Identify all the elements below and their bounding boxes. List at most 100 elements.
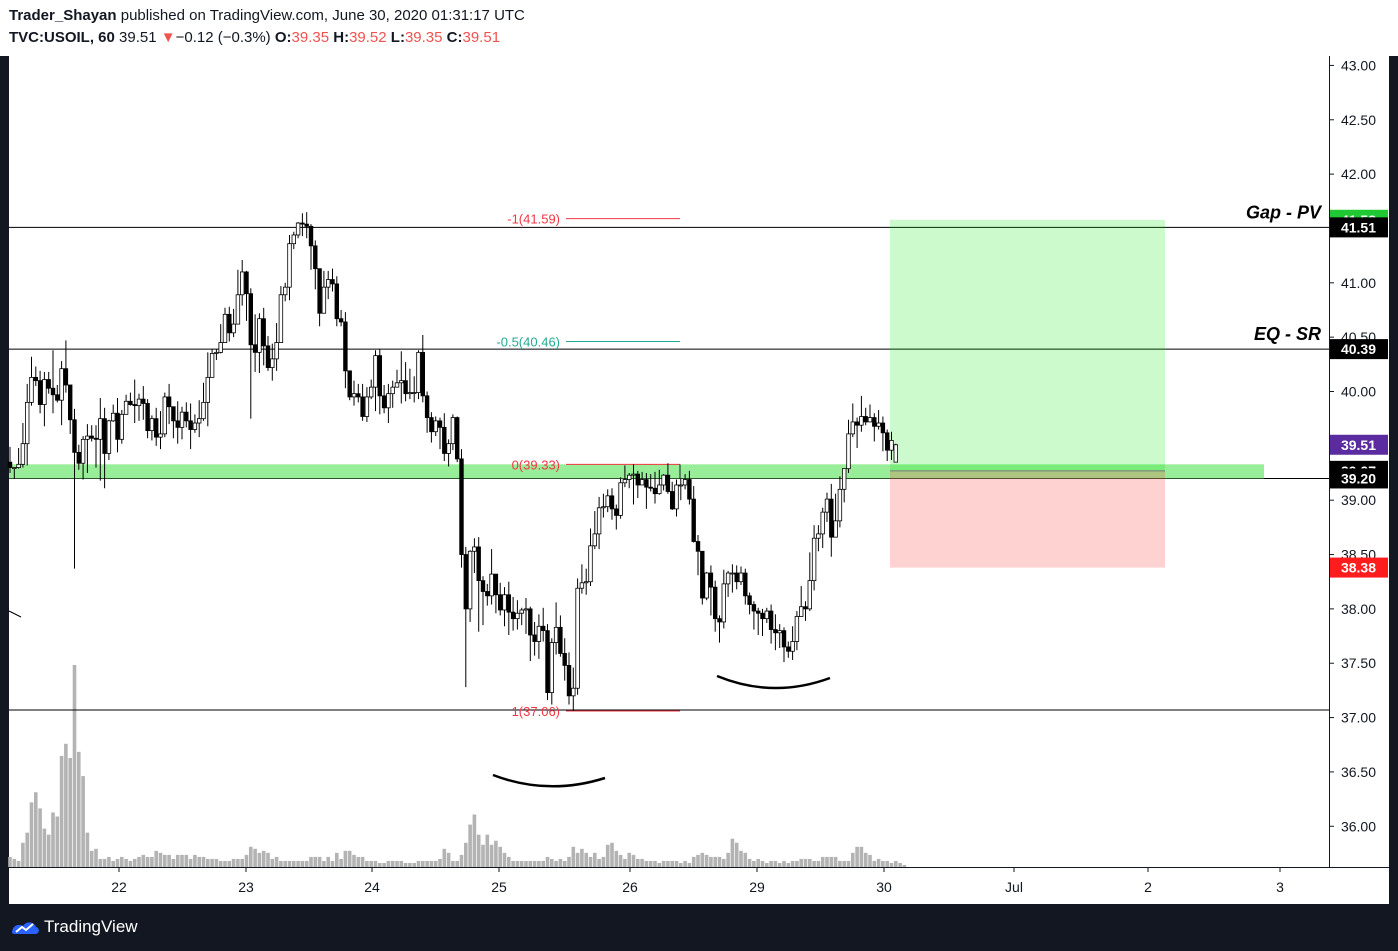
candle-up xyxy=(214,351,219,354)
volume-bars xyxy=(8,665,907,867)
volume-bar xyxy=(12,858,17,867)
tradingview-brand: TradingView xyxy=(44,917,138,936)
candle-down xyxy=(347,370,352,398)
volume-bar xyxy=(769,860,773,867)
volume-bar xyxy=(335,852,339,867)
candle-up xyxy=(889,440,894,451)
candle-up xyxy=(433,420,438,433)
rounded-bottom-curve[interactable] xyxy=(492,773,606,788)
candle-up xyxy=(270,358,275,368)
author-name[interactable]: Trader_Shayan xyxy=(9,7,117,24)
symbol-label[interactable]: TVC:USOIL, 60 xyxy=(9,29,115,46)
candle-up xyxy=(85,435,90,440)
volume-bar xyxy=(704,854,709,867)
price-label-box xyxy=(1330,468,1388,489)
volume-bar xyxy=(184,854,189,867)
volume-bar xyxy=(408,862,412,867)
volume-bar xyxy=(115,858,120,867)
volume-bar xyxy=(605,844,610,867)
candle-down xyxy=(33,376,38,382)
volume-bar xyxy=(653,860,657,867)
volume-bar xyxy=(326,856,330,867)
candle-up xyxy=(631,473,636,476)
volume-bar xyxy=(627,852,631,867)
volume-bar xyxy=(227,860,232,867)
volume-bar xyxy=(421,860,425,867)
volume-bar xyxy=(902,864,907,867)
candle-down xyxy=(863,416,868,423)
candle-up xyxy=(764,610,769,620)
candle-up xyxy=(536,625,542,642)
candle-down xyxy=(68,384,73,421)
candle-up xyxy=(618,482,623,516)
candle-down xyxy=(717,618,722,623)
volume-bar xyxy=(481,844,485,867)
fib-label: 1(37.06) xyxy=(512,704,560,719)
volume-bar xyxy=(528,860,533,867)
volume-bar xyxy=(347,850,352,867)
candle-up xyxy=(222,313,228,343)
candle-up xyxy=(523,608,529,611)
price-tick-label: 36.50 xyxy=(1341,764,1376,780)
plot-area[interactable] xyxy=(9,56,1329,867)
volume-bar xyxy=(876,858,881,867)
volume-bar xyxy=(898,862,902,867)
publish-line: Trader_Shayan published on TradingView.c… xyxy=(9,7,525,24)
candle-down xyxy=(429,417,434,433)
zones: -1(41.59) -0.5(40.46) 0(39.33) 1(37.06) xyxy=(9,212,1329,719)
volume-bar xyxy=(734,842,739,867)
volume-bar xyxy=(261,850,266,867)
candle-down xyxy=(635,473,640,486)
volume-bar xyxy=(519,860,524,867)
volume-bar xyxy=(773,860,778,867)
candle-down xyxy=(166,396,172,408)
tradingview-logo[interactable]: TradingView xyxy=(10,917,138,937)
time-axis[interactable] xyxy=(9,867,1389,904)
candle-down xyxy=(115,412,120,440)
candle-down xyxy=(437,420,443,428)
volume-bar xyxy=(390,860,395,867)
candle-down xyxy=(476,546,481,582)
volume-bar xyxy=(120,856,124,867)
volume-bar xyxy=(360,856,365,867)
trend-line-stub[interactable] xyxy=(8,610,22,618)
time-tick-label: 2 xyxy=(1144,879,1152,895)
volume-bar xyxy=(455,860,459,867)
candle-up xyxy=(201,401,206,420)
volume-bar xyxy=(266,852,270,867)
volume-bar xyxy=(631,854,636,867)
candle-down xyxy=(463,554,468,610)
volume-bar xyxy=(72,665,77,867)
chart-header: Trader_Shayan published on TradingView.c… xyxy=(0,0,1398,56)
candle-down xyxy=(545,630,550,693)
volume-bar xyxy=(322,860,326,867)
price-chart[interactable]: -1(41.59) -0.5(40.46) 0(39.33) 1(37.06) 43.… xyxy=(0,56,1398,905)
price-label: 39.20 xyxy=(1341,470,1376,486)
candle-up xyxy=(605,495,610,508)
candle-down xyxy=(528,608,533,636)
volume-bar xyxy=(339,858,343,867)
candle-down xyxy=(252,344,258,353)
volume-bar xyxy=(502,852,507,867)
volume-bar xyxy=(498,846,502,867)
volume-bar xyxy=(601,856,606,867)
candle-up xyxy=(16,463,21,468)
candle-up xyxy=(111,412,116,422)
candle-up xyxy=(601,506,606,509)
volume-bar xyxy=(244,854,249,867)
candle-down xyxy=(768,610,774,630)
volume-bar xyxy=(412,862,416,867)
volume-bar xyxy=(300,860,305,867)
volume-bar xyxy=(696,854,700,867)
candle-down xyxy=(756,610,761,614)
volume-bar xyxy=(803,858,808,867)
candle-down xyxy=(63,368,69,386)
time-tick-label: 24 xyxy=(364,879,380,895)
candle-up xyxy=(282,286,288,296)
candle-down xyxy=(609,495,615,510)
rounded-bottom-curve-2[interactable] xyxy=(716,674,831,690)
volume-bar xyxy=(442,848,447,867)
candle-up xyxy=(446,443,451,454)
volume-bar xyxy=(623,858,627,867)
volume-bar xyxy=(317,856,322,867)
